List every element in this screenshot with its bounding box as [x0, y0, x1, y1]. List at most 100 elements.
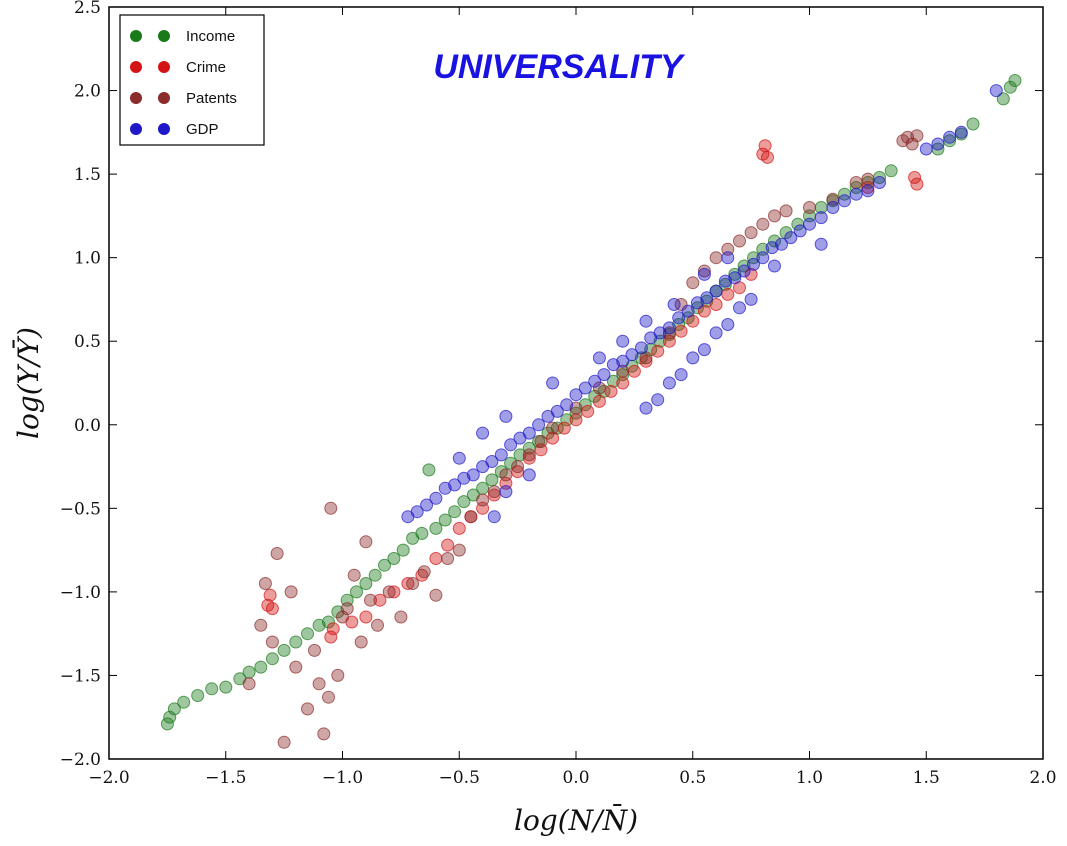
data-point — [803, 201, 816, 214]
data-point — [627, 364, 641, 378]
data-point — [686, 351, 700, 365]
data-point — [265, 602, 279, 616]
data-point — [996, 92, 1010, 106]
data-point — [616, 334, 630, 348]
data-point — [639, 401, 653, 415]
data-point — [604, 384, 618, 398]
data-point — [616, 376, 630, 390]
data-point — [697, 343, 711, 357]
data-point — [263, 588, 277, 602]
y-tick-label: 0.5 — [74, 332, 101, 352]
data-point — [167, 702, 181, 716]
data-point — [814, 237, 828, 251]
x-tick-label: 2.0 — [1029, 768, 1056, 788]
data-point — [728, 271, 742, 285]
data-point — [569, 413, 583, 427]
data-point — [532, 418, 546, 432]
data-point — [954, 125, 968, 139]
data-point — [354, 635, 368, 649]
data-point — [511, 465, 525, 479]
data-point — [382, 585, 396, 599]
data-point — [364, 593, 377, 607]
data-point — [373, 593, 387, 607]
data-point — [326, 622, 340, 636]
data-point — [721, 318, 735, 331]
y-tick-label: −2.0 — [60, 750, 101, 770]
x-tick-label: −1.0 — [322, 768, 363, 788]
data-point — [504, 456, 518, 470]
data-point — [966, 117, 980, 131]
data-point — [464, 510, 478, 524]
data-point — [761, 150, 774, 164]
x-tick-label: 1.5 — [913, 768, 940, 788]
data-point — [340, 602, 354, 616]
data-point — [709, 284, 723, 298]
legend-item-income: Income — [130, 28, 235, 45]
data-point — [350, 585, 363, 599]
data-point — [873, 176, 886, 189]
data-point — [511, 460, 525, 474]
data-point — [721, 251, 735, 265]
data-point — [429, 588, 443, 602]
data-point — [634, 341, 648, 355]
data-point — [394, 610, 408, 624]
data-point — [709, 251, 723, 265]
data-point — [747, 251, 760, 265]
data-point — [448, 505, 462, 519]
data-point — [560, 413, 574, 427]
data-point — [779, 226, 793, 240]
data-point — [387, 585, 401, 599]
data-point — [487, 488, 501, 502]
data-point — [814, 211, 828, 225]
legend-marker — [158, 30, 170, 42]
data-point — [943, 130, 957, 144]
data-point — [861, 172, 875, 186]
data-point — [756, 217, 770, 231]
ticks-layer: −2.0 −1.5 −1.0 −0.5 0.0 0.5 1.0 1.5 2.0 −2.0 −1.5 −… — [60, 0, 1057, 788]
data-point — [485, 455, 499, 468]
data-point — [943, 134, 957, 148]
data-point — [546, 376, 560, 390]
data-point — [557, 421, 571, 435]
data-point — [672, 311, 686, 325]
data-point — [744, 226, 758, 240]
data-point — [448, 478, 462, 492]
data-point — [417, 565, 431, 579]
data-point — [588, 374, 602, 388]
data-point — [674, 368, 688, 382]
data-point — [578, 381, 592, 395]
data-point — [270, 547, 284, 560]
data-point — [487, 510, 501, 524]
legend-item-patents: Patents — [130, 90, 237, 107]
data-point — [401, 577, 415, 590]
data-point — [219, 680, 233, 694]
data-point — [784, 231, 798, 245]
data-point — [452, 543, 466, 557]
data-point — [457, 495, 471, 509]
data-point — [476, 493, 490, 507]
data-point — [775, 237, 788, 251]
data-point — [779, 204, 793, 218]
data-point — [347, 568, 361, 582]
data-point — [438, 513, 452, 527]
data-point — [697, 267, 711, 281]
x-tick-label: −2.0 — [88, 768, 129, 788]
data-point — [499, 468, 513, 482]
data-point — [396, 543, 410, 557]
data-point — [639, 354, 653, 368]
data-point — [793, 224, 807, 238]
legend-marker — [158, 61, 170, 73]
series-patents — [242, 129, 924, 749]
data-point — [331, 668, 345, 682]
legend-label: Crime — [186, 59, 226, 76]
data-point — [522, 468, 536, 482]
data-point — [616, 354, 630, 368]
data-point — [265, 652, 279, 666]
data-point — [410, 505, 424, 519]
data-point — [718, 277, 732, 291]
data-point — [674, 298, 688, 311]
data-point — [429, 521, 443, 535]
data-point — [534, 435, 548, 448]
data-point — [597, 368, 611, 382]
